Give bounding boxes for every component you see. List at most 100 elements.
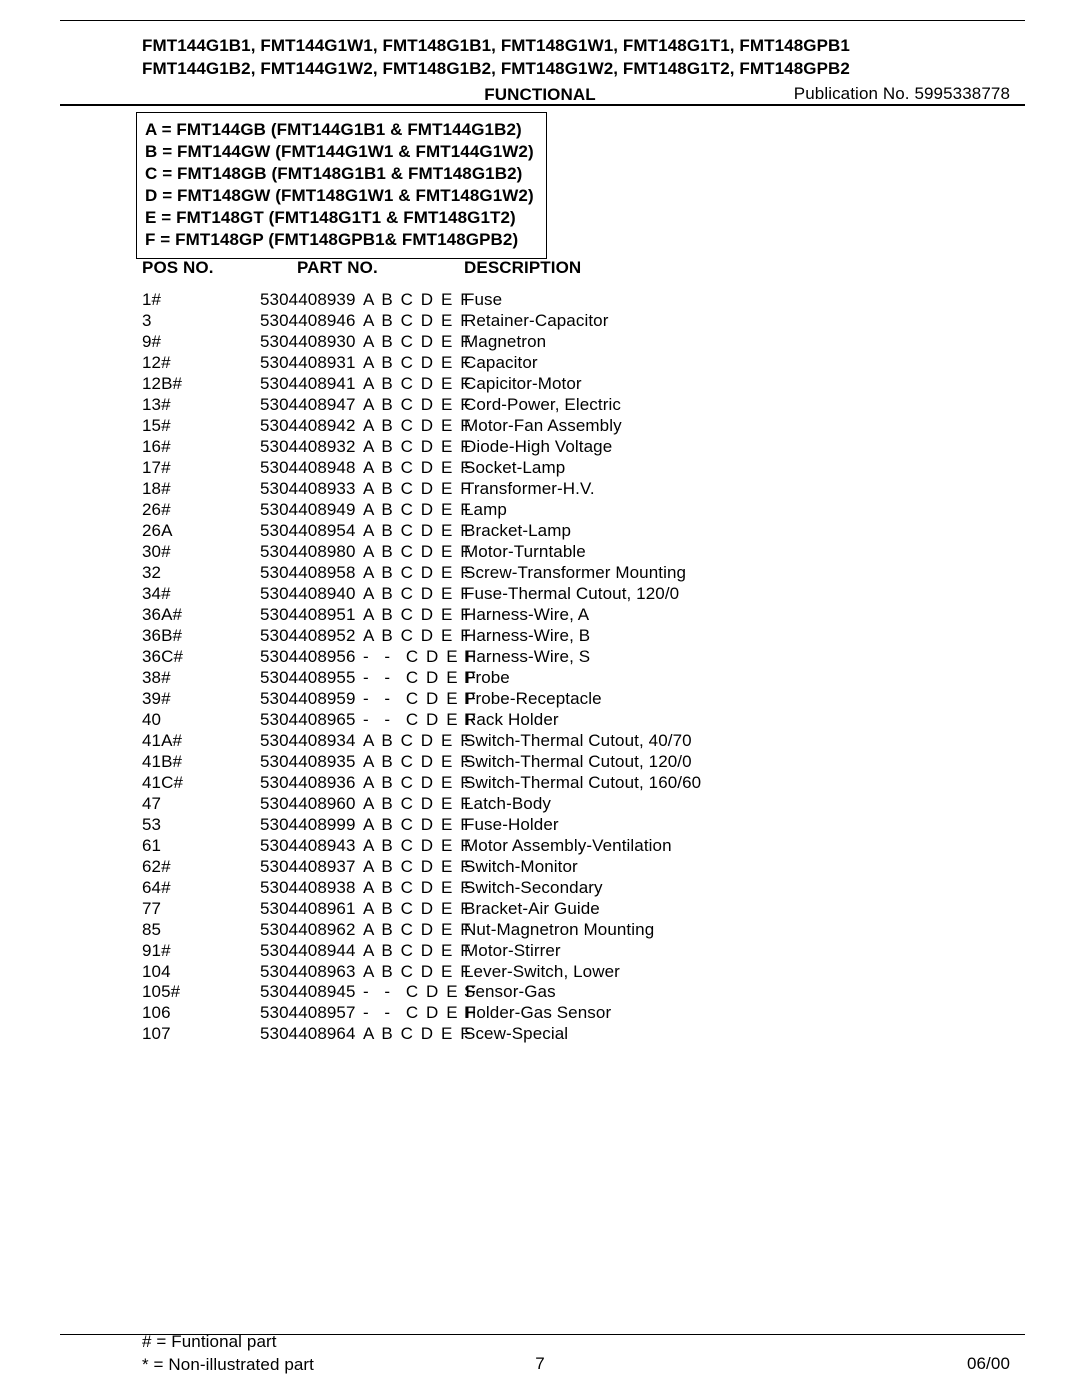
table-row: 1045304408963A B C D E FLever-Switch, Lo… bbox=[142, 962, 701, 983]
cell-part: 5304408930 bbox=[260, 332, 363, 353]
cell-models: - - C D E F bbox=[363, 710, 464, 731]
cell-part: 5304408937 bbox=[260, 857, 363, 878]
cell-pos: 40 bbox=[142, 710, 260, 731]
cell-description: Switch-Thermal Cutout, 120/0 bbox=[464, 752, 692, 773]
cell-pos: 85 bbox=[142, 920, 260, 941]
cell-models: A B C D E F bbox=[363, 1024, 464, 1045]
cell-models: A B C D E F bbox=[363, 626, 464, 647]
cell-part: 5304408932 bbox=[260, 437, 363, 458]
cell-models: A B C D E F bbox=[363, 353, 464, 374]
cell-pos: 13# bbox=[142, 395, 260, 416]
cell-part: 5304408952 bbox=[260, 626, 363, 647]
cell-pos: 105# bbox=[142, 982, 260, 1003]
cell-pos: 62# bbox=[142, 857, 260, 878]
cell-models: A B C D E F bbox=[363, 542, 464, 563]
cell-models: - - C D E F bbox=[363, 689, 464, 710]
table-row: 17#5304408948A B C D E FSocket-Lamp bbox=[142, 458, 701, 479]
page-date: 06/00 bbox=[967, 1354, 1010, 1374]
table-row: 36C#5304408956- - C D E FHarness-Wire, S bbox=[142, 647, 701, 668]
cell-pos: 77 bbox=[142, 899, 260, 920]
cell-models: A B C D E F bbox=[363, 857, 464, 878]
table-row: 12B#5304408941A B C D E FCapicitor-Motor bbox=[142, 374, 701, 395]
cell-models: - - C D E F bbox=[363, 647, 464, 668]
cell-pos: 41B# bbox=[142, 752, 260, 773]
cell-description: Sensor-Gas bbox=[464, 982, 556, 1003]
header-line-2: FMT144G1B2, FMT144G1W2, FMT148G1B2, FMT1… bbox=[142, 58, 850, 81]
cell-part: 5304408965 bbox=[260, 710, 363, 731]
cell-models: - - C D E F bbox=[363, 668, 464, 689]
cell-description: Scew-Special bbox=[464, 1024, 568, 1045]
table-row: 36A#5304408951A B C D E FHarness-Wire, A bbox=[142, 605, 701, 626]
cell-description: Transformer-H.V. bbox=[464, 479, 595, 500]
cell-description: Retainer-Capacitor bbox=[464, 311, 608, 332]
cell-description: Rack Holder bbox=[464, 710, 559, 731]
parts-table: 1#5304408939A B C D E FFuse35304408946A … bbox=[142, 290, 701, 1045]
cell-description: Fuse-Thermal Cutout, 120/0 bbox=[464, 584, 679, 605]
header-line-1: FMT144G1B1, FMT144G1W1, FMT148G1B1, FMT1… bbox=[142, 35, 850, 58]
cell-part: 5304408955 bbox=[260, 668, 363, 689]
page-number: 7 bbox=[0, 1354, 1080, 1374]
cell-pos: 36A# bbox=[142, 605, 260, 626]
cell-part: 5304408958 bbox=[260, 563, 363, 584]
table-row: 64#5304408938A B C D E FSwitch-Secondary bbox=[142, 878, 701, 899]
legend-line: C = FMT148GB (FMT148G1B1 & FMT148G1B2) bbox=[145, 163, 534, 185]
col-header-desc: DESCRIPTION bbox=[464, 258, 581, 278]
cell-description: Capacitor bbox=[464, 353, 538, 374]
table-row: 41A#5304408934A B C D E FSwitch-Thermal … bbox=[142, 731, 701, 752]
cell-description: Harness-Wire, S bbox=[464, 647, 590, 668]
page: FMT144G1B1, FMT144G1W1, FMT148G1B1, FMT1… bbox=[0, 0, 1080, 1397]
publication-number: Publication No. 5995338778 bbox=[794, 84, 1010, 104]
cell-part: 5304408951 bbox=[260, 605, 363, 626]
cell-pos: 107 bbox=[142, 1024, 260, 1045]
table-row: 12#5304408931A B C D E FCapacitor bbox=[142, 353, 701, 374]
cell-pos: 15# bbox=[142, 416, 260, 437]
table-row: 26A5304408954A B C D E FBracket-Lamp bbox=[142, 521, 701, 542]
cell-description: Harness-Wire, A bbox=[464, 605, 589, 626]
cell-description: Bracket-Lamp bbox=[464, 521, 571, 542]
cell-models: A B C D E F bbox=[363, 878, 464, 899]
cell-pos: 30# bbox=[142, 542, 260, 563]
table-row: 615304408943A B C D E FMotor Assembly-Ve… bbox=[142, 836, 701, 857]
section-rule bbox=[60, 104, 1025, 106]
cell-models: A B C D E F bbox=[363, 332, 464, 353]
cell-part: 5304408947 bbox=[260, 395, 363, 416]
table-row: 34#5304408940A B C D E FFuse-Thermal Cut… bbox=[142, 584, 701, 605]
top-rule bbox=[60, 20, 1025, 21]
cell-models: A B C D E F bbox=[363, 962, 464, 983]
cell-pos: 41A# bbox=[142, 731, 260, 752]
cell-pos: 12B# bbox=[142, 374, 260, 395]
cell-description: Switch-Thermal Cutout, 40/70 bbox=[464, 731, 692, 752]
table-row: 475304408960A B C D E FLatch-Body bbox=[142, 794, 701, 815]
cell-models: A B C D E F bbox=[363, 374, 464, 395]
cell-description: Holder-Gas Sensor bbox=[464, 1003, 611, 1024]
cell-models: A B C D E F bbox=[363, 752, 464, 773]
legend-line: A = FMT144GB (FMT144G1B1 & FMT144G1B2) bbox=[145, 119, 534, 141]
cell-description: Harness-Wire, B bbox=[464, 626, 590, 647]
cell-description: Fuse bbox=[464, 290, 502, 311]
cell-description: Probe-Receptacle bbox=[464, 689, 602, 710]
cell-pos: 64# bbox=[142, 878, 260, 899]
legend-line: F = FMT148GP (FMT148GPB1& FMT148GPB2) bbox=[145, 229, 534, 251]
cell-description: Magnetron bbox=[464, 332, 546, 353]
cell-part: 5304408963 bbox=[260, 962, 363, 983]
table-row: 855304408962A B C D E FNut-Magnetron Mou… bbox=[142, 920, 701, 941]
table-row: 26#5304408949A B C D E FLamp bbox=[142, 500, 701, 521]
cell-part: 5304408959 bbox=[260, 689, 363, 710]
cell-part: 5304408962 bbox=[260, 920, 363, 941]
cell-pos: 1# bbox=[142, 290, 260, 311]
cell-description: Capicitor-Motor bbox=[464, 374, 582, 395]
cell-part: 5304408945 bbox=[260, 982, 363, 1003]
table-row: 535304408999A B C D E FFuse-Holder bbox=[142, 815, 701, 836]
cell-part: 5304408957 bbox=[260, 1003, 363, 1024]
cell-pos: 18# bbox=[142, 479, 260, 500]
cell-description: Socket-Lamp bbox=[464, 458, 565, 479]
cell-pos: 17# bbox=[142, 458, 260, 479]
cell-pos: 38# bbox=[142, 668, 260, 689]
cell-pos: 26A bbox=[142, 521, 260, 542]
cell-part: 5304408943 bbox=[260, 836, 363, 857]
legend-line: E = FMT148GT (FMT148G1T1 & FMT148G1T2) bbox=[145, 207, 534, 229]
cell-part: 5304408964 bbox=[260, 1024, 363, 1045]
table-row: 41B#5304408935A B C D E FSwitch-Thermal … bbox=[142, 752, 701, 773]
cell-part: 5304408980 bbox=[260, 542, 363, 563]
cell-pos: 41C# bbox=[142, 773, 260, 794]
